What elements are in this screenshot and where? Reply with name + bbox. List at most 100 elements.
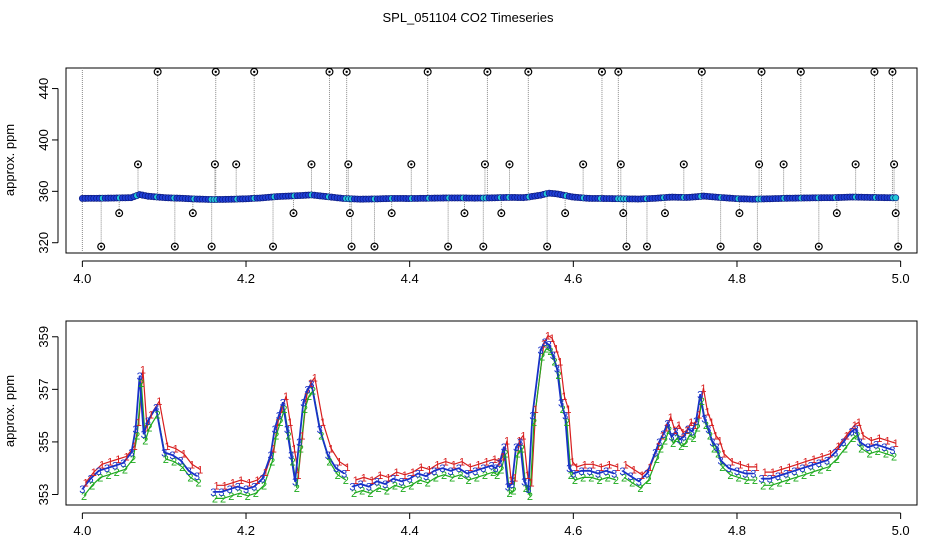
series-2-point-label: 2 [245, 491, 251, 503]
spike-marker-center [719, 245, 722, 248]
series-2-point-label: 2 [298, 443, 304, 455]
series-1-point-label: 1 [655, 441, 661, 453]
series-2-point-label: 2 [809, 467, 815, 479]
series-3-point-label: 3 [456, 463, 462, 475]
series-1-point-label: 1 [565, 404, 571, 416]
series-3-point-label: 3 [750, 468, 756, 480]
spike-marker-center [892, 163, 896, 166]
series-1-point-label: 1 [369, 475, 375, 487]
series-2-point-label: 2 [539, 351, 545, 363]
series-3-point-label: 3 [374, 476, 380, 488]
series-2-point-label: 2 [502, 449, 508, 461]
series-1-point-label: 1 [770, 467, 776, 479]
series-1-point-label: 1 [852, 420, 858, 432]
series-2-point-label: 2 [654, 454, 660, 466]
series-1-point-label: 1 [144, 422, 150, 434]
series-3-point-label: 3 [341, 468, 347, 480]
series-3-point-label: 3 [268, 450, 274, 462]
series-2-point-label: 2 [560, 404, 566, 416]
series-1-point-label: 1 [721, 449, 727, 461]
series-1-point-label: 1 [492, 454, 498, 466]
series-2-point-label: 2 [662, 436, 668, 448]
series-2-point-label: 2 [727, 470, 733, 482]
series-1-point-label: 1 [786, 462, 792, 474]
top-y-axis-label: approx. ppm [2, 124, 17, 196]
series-2-point-label: 2 [686, 430, 692, 442]
series-2-point-label: 2 [744, 475, 750, 487]
spike-marker-center [348, 211, 352, 215]
spike-marker-center [214, 70, 217, 74]
series-1-point-label: 1 [700, 383, 706, 395]
plot-frame [65, 67, 918, 254]
series-2-point-label: 2 [699, 396, 705, 408]
series-2-point-label: 2 [785, 475, 791, 487]
series-2-point-label: 2 [294, 483, 300, 495]
series-2-point-label: 2 [568, 470, 574, 482]
series-2-point-label: 2 [556, 370, 562, 382]
series-1-point-label: 1 [778, 465, 784, 477]
series-2-point-label: 2 [130, 454, 136, 466]
series-2-point-label: 2 [376, 483, 382, 495]
spike-marker-center [463, 211, 466, 215]
series-3-point-label: 3 [566, 463, 572, 475]
series-2-point-label: 2 [674, 433, 680, 445]
series-1-point-label: 1 [164, 441, 170, 453]
series-3-point-label: 3 [288, 450, 294, 462]
series-2-point-label: 2 [89, 480, 95, 492]
series-3-point-label: 3 [681, 432, 687, 444]
series-1-point-label: 1 [304, 391, 310, 403]
series-3-point-label: 3 [767, 474, 773, 486]
spike-marker-center [482, 245, 485, 248]
series-1-point-label: 1 [336, 457, 342, 469]
series-3-point-label: 3 [558, 397, 564, 409]
series-2-point-label: 2 [666, 425, 672, 437]
series-3-point-label: 3 [235, 482, 241, 494]
series-3-point-label: 3 [742, 468, 748, 480]
series-2-point-label: 2 [736, 472, 742, 484]
y-tick-label: 359 [36, 326, 51, 348]
series-3-point-label: 3 [390, 474, 396, 486]
x-tick-label: 4.2 [237, 523, 255, 538]
y-tick-label: 360 [36, 180, 51, 202]
spike-marker-center [292, 211, 295, 215]
spike-marker-center [799, 70, 803, 74]
series-2-point-label: 2 [817, 465, 823, 477]
series-1-point-label: 1 [91, 467, 97, 479]
series-3-point-label: 3 [407, 474, 413, 486]
spike-marker-center [757, 163, 761, 166]
series-1-point-label: 1 [713, 430, 719, 442]
series-1-point-label: 1 [684, 425, 690, 437]
series-1-point-label: 1 [639, 470, 645, 482]
series-3-point-label: 3 [824, 455, 830, 467]
series-1-point-label: 1 [553, 344, 559, 356]
series-3-point-label: 3 [758, 474, 764, 486]
series-3-point-label: 3 [832, 447, 838, 459]
series-3-point-label: 3 [128, 447, 134, 459]
series-2-point-label: 2 [596, 475, 602, 487]
series-2-point-label: 2 [351, 488, 357, 500]
series-1-point-label: 1 [868, 436, 874, 448]
series-3-point-label: 3 [517, 437, 523, 449]
series-3-point-label: 3 [652, 447, 658, 459]
series-1-point-label: 1 [692, 420, 698, 432]
spike-marker-center [782, 163, 785, 166]
spike-marker-center [328, 70, 331, 74]
series-3-point-label: 3 [493, 463, 499, 475]
series-3-point-label: 3 [87, 474, 93, 486]
series-2-point-label: 2 [290, 457, 296, 469]
series-3-point-label: 3 [358, 479, 364, 491]
series-3-point-label: 3 [398, 476, 404, 488]
series-1-point-label: 1 [434, 459, 440, 471]
series-2-point-label: 2 [646, 475, 652, 487]
series-2-point-label: 2 [195, 478, 201, 490]
series-1-point-label: 1 [148, 409, 154, 421]
series-1-point-label: 1 [835, 441, 841, 453]
series-3-point-label: 3 [464, 468, 470, 480]
series-3-point-label: 3 [308, 379, 314, 391]
series-3-point-label: 3 [325, 450, 331, 462]
series-3-point-label: 3 [673, 426, 679, 438]
series-3-point-label: 3 [538, 345, 544, 357]
series-1-point-label: 1 [745, 462, 751, 474]
series-3-point-label: 3 [300, 397, 306, 409]
series-1-point-label: 1 [451, 459, 457, 471]
